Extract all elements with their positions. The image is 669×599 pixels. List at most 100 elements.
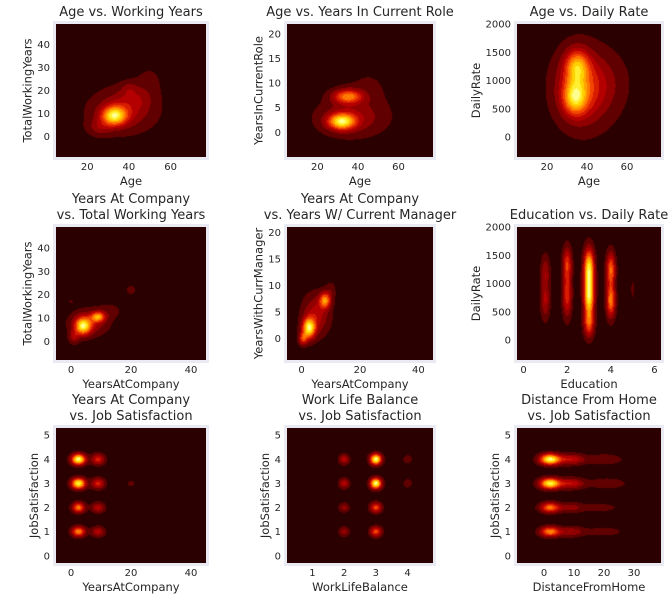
density-contours: [56, 227, 206, 360]
y-tick-label: 2: [44, 503, 50, 514]
x-axis-label: Age: [349, 174, 371, 188]
y-tick-label: 10: [37, 109, 50, 120]
y-tick-label: 3: [275, 479, 281, 490]
y-tick-label: 1500: [486, 251, 511, 262]
y-tick-label: 0: [275, 551, 281, 562]
density-contours: [56, 428, 206, 563]
y-tick-label: 3: [44, 479, 50, 490]
y-tick-label: 15: [268, 254, 281, 265]
x-axis-label: Education: [560, 377, 617, 391]
x-tick-label: 40: [123, 162, 136, 173]
y-tick-label: 0: [275, 334, 281, 345]
y-tick-label: 5: [275, 431, 281, 442]
y-axis-label: JobSatisfaction: [258, 453, 272, 539]
chart-title: vs. Job Satisfaction: [69, 409, 192, 424]
density-contours: [517, 428, 661, 563]
chart-title: vs. Job Satisfaction: [527, 409, 650, 424]
y-tick-label: 30: [37, 267, 50, 278]
chart-title: Years At Company: [71, 192, 190, 207]
axes-frame: [514, 224, 664, 363]
y-tick-label: 4: [275, 455, 281, 466]
axes-frame: [284, 425, 436, 566]
y-tick-label: 1500: [486, 48, 511, 59]
y-tick-label: 0: [505, 133, 511, 144]
y-tick-label: 4: [505, 455, 511, 466]
y-tick-label: 1000: [486, 76, 511, 87]
x-tick-label: 40: [412, 365, 425, 376]
y-axis-label: DailyRate: [469, 63, 483, 118]
x-tick-label: 0: [520, 365, 526, 376]
x-axis-label: YearsAtCompany: [81, 580, 179, 594]
chart-title: Work Life Balance: [302, 393, 418, 408]
x-tick-label: 4: [404, 568, 410, 579]
density-contours: [287, 24, 433, 157]
density-contours: [287, 428, 433, 563]
y-tick-label: 1: [505, 527, 511, 538]
axes-frame: [514, 425, 664, 566]
x-tick-label: 20: [598, 568, 611, 579]
y-tick-label: 5: [275, 103, 281, 114]
axes-frame: [53, 425, 209, 566]
x-tick-label: 0: [68, 365, 74, 376]
x-axis-label: Age: [578, 174, 600, 188]
chart-title: Age vs. Years In Current Role: [266, 5, 454, 20]
y-tick-label: 10: [268, 79, 281, 90]
y-tick-label: 2000: [486, 223, 511, 234]
y-axis-label: YearsInCurrentRole: [252, 36, 266, 146]
x-tick-label: 40: [352, 162, 365, 173]
y-tick-label: 20: [37, 290, 50, 301]
x-tick-label: 2: [564, 365, 570, 376]
x-axis-label: WorkLifeBalance: [312, 580, 408, 594]
chart-title: Education vs. Daily Rate: [510, 208, 668, 223]
subplot-6: Education vs. Daily Rate 0 2 4 6 0 500 1000 1500…: [469, 208, 668, 391]
x-tick-label: 0: [298, 365, 304, 376]
chart-title: vs. Job Satisfaction: [298, 409, 421, 424]
y-tick-label: 2: [505, 503, 511, 514]
x-tick-label: 40: [185, 365, 198, 376]
x-tick-label: 1: [309, 568, 315, 579]
y-tick-label: 1: [275, 527, 281, 538]
x-axis-label: DistanceFromHome: [533, 580, 646, 594]
x-tick-label: 0: [541, 568, 547, 579]
y-tick-label: 5: [505, 431, 511, 442]
axes-frame: [514, 21, 664, 160]
y-axis-label: JobSatisfaction: [488, 453, 502, 539]
x-axis-label: YearsAtCompany: [310, 377, 408, 391]
y-tick-label: 500: [492, 104, 511, 115]
chart-title: Distance From Home: [521, 393, 657, 408]
axes-frame: [284, 224, 436, 363]
y-axis-label: DailyRate: [469, 266, 483, 321]
density-contours: [287, 227, 433, 360]
y-tick-label: 0: [505, 336, 511, 347]
y-tick-label: 0: [44, 551, 50, 562]
y-tick-label: 3: [505, 479, 511, 490]
y-tick-label: 20: [268, 29, 281, 40]
y-tick-label: 0: [505, 551, 511, 562]
x-tick-label: 20: [125, 568, 138, 579]
x-tick-label: 20: [354, 365, 367, 376]
y-axis-label: TotalWorkingYears: [21, 241, 35, 346]
y-tick-label: 2000: [486, 20, 511, 31]
y-tick-label: 1000: [486, 279, 511, 290]
chart-title: vs. Years W/ Current Manager: [264, 208, 457, 223]
y-tick-label: 20: [268, 228, 281, 239]
x-tick-label: 0: [68, 568, 74, 579]
x-tick-label: 20: [311, 162, 324, 173]
chart-title: Years At Company: [71, 393, 190, 408]
chart-title: Years At Company: [300, 192, 419, 207]
y-tick-label: 20: [37, 86, 50, 97]
chart-title: vs. Total Working Years: [57, 208, 206, 223]
subplot-2: Age vs. Years In Current Role 20 40 60 0 5 10 1…: [252, 5, 454, 188]
y-tick-label: 500: [492, 307, 511, 318]
subplot-3: Age vs. Daily Rate 20 40 60 0 500 1000 1500 2000…: [469, 5, 664, 188]
chart-title: Age vs. Daily Rate: [530, 5, 649, 20]
x-tick-label: 40: [581, 162, 594, 173]
y-axis-label: JobSatisfaction: [27, 453, 41, 539]
axes-frame: [53, 224, 209, 363]
